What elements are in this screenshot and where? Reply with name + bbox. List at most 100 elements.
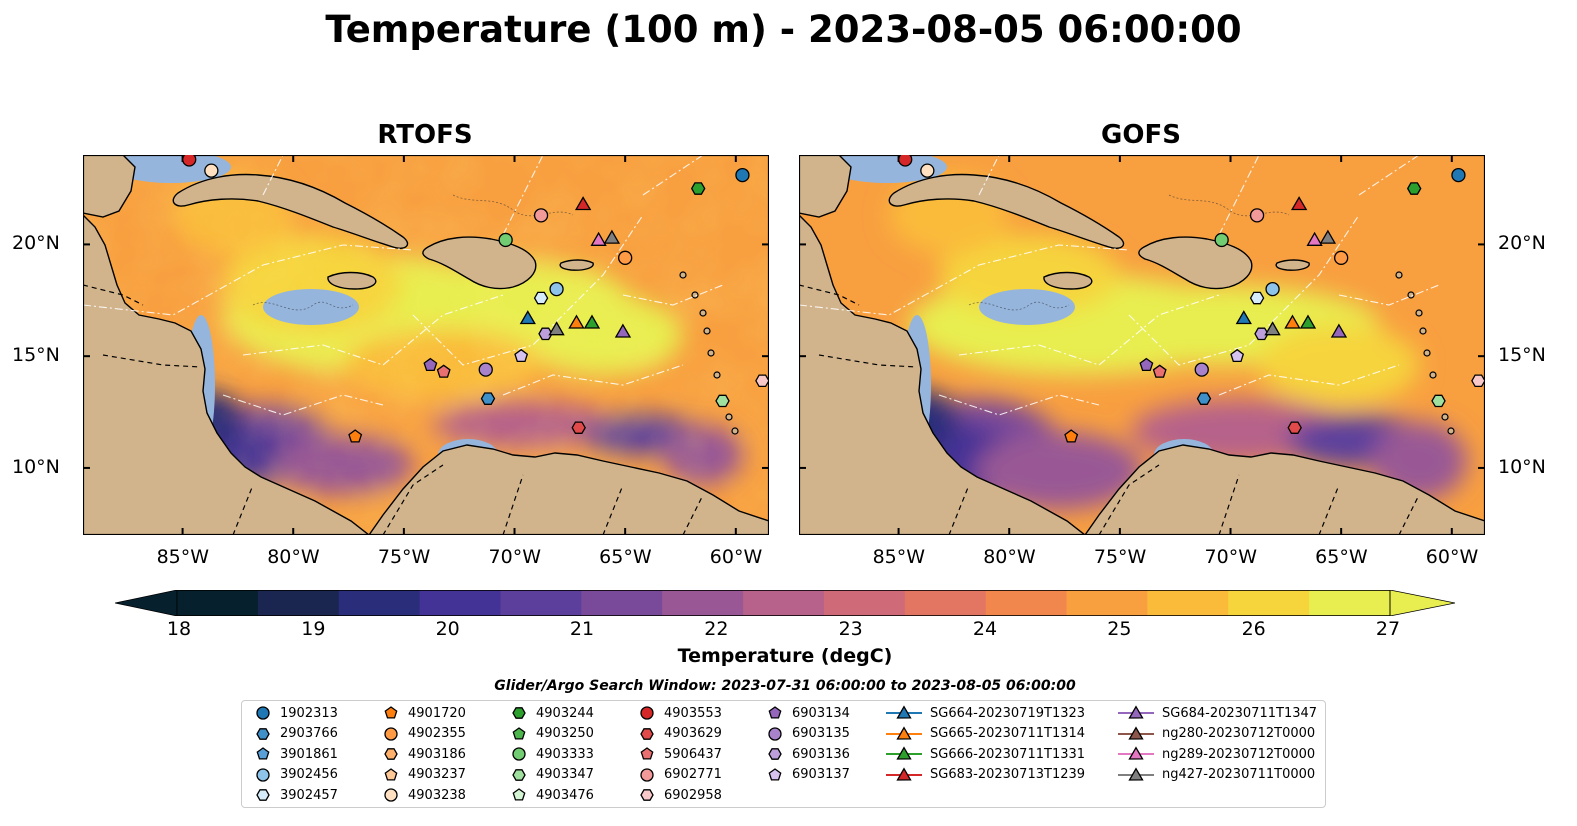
legend-item: 6903137 [766,765,850,785]
x-tick-label: 70°W [488,546,541,568]
observation-marker-5906437 [1152,364,1167,378]
y-tick-label-left: 10°N [12,455,60,478]
pentagon-marker-icon [384,767,398,781]
legend-item-label: 4903333 [536,746,594,762]
observation-marker-3902457 [1249,291,1265,305]
legend-item: 4903333 [510,744,594,764]
observation-marker-4903553 [898,155,913,167]
observation-marker-3902456 [549,281,564,297]
pentagon-marker-icon [512,788,526,801]
legend-item: 4901720 [382,703,466,723]
observation-marker-6903134 [1139,357,1154,372]
pentagon-marker-icon [640,747,654,760]
y-tick-label-right: 15°N [1498,344,1546,367]
y-tick-label-right: 10°N [1498,455,1546,478]
observation-marker-4903347 [715,394,730,408]
observation-marker-4901720 [1064,429,1079,443]
legend-item: 3902457 [254,785,338,805]
legend-item-label: SG684-20230711T1347 [1162,705,1318,721]
observation-marker-sg684-20230711t1347 [1330,323,1348,338]
colorbar-tick-label: 22 [704,618,729,640]
observation-marker-1902313 [735,167,750,183]
legend-item: 4903238 [382,785,466,805]
observation-marker-ng289-20230712t0000 [1306,231,1323,246]
observation-marker-4902355 [1334,250,1349,265]
x-tick-label: 70°W [1204,546,1257,568]
legend-item: 6902771 [638,765,722,785]
observation-marker-6903137 [1230,348,1245,363]
observation-marker-2903766 [480,392,496,405]
legend-item-label: 4903237 [408,767,466,782]
circle-marker-icon [256,767,270,782]
circle-marker-icon [512,747,526,761]
observation-marker-6903134 [423,357,438,372]
legend-item-label: 4902355 [408,726,466,741]
legend-item-label: ng427-20230711T0000 [1162,767,1316,782]
map-panel-gofs [799,155,1485,535]
x-tick-label: 60°W [1425,546,1479,568]
legend-item: 3902456 [254,765,338,785]
observation-marker-4903333 [498,232,513,248]
observation-marker-4903238 [204,163,219,178]
legend-item-label: 2903766 [280,726,338,741]
pentagon-marker-icon [512,726,526,740]
legend-item-label: 1902313 [280,705,338,721]
x-tick-label: 75°W [377,546,431,568]
observation-marker-6903136 [1254,327,1269,341]
legend-item: 6902958 [638,785,722,805]
legend-item-label: 4903238 [408,787,466,803]
legend-item: 5906437 [638,744,722,764]
observation-marker-4903333 [1214,232,1229,248]
panel-title-gofs: GOFS [1101,120,1181,150]
observation-marker-4903347 [1431,394,1446,408]
pentagon-marker-icon [768,706,782,719]
legend-item-label: 3901861 [280,746,338,762]
circle-marker-icon [256,706,270,720]
legend-item: SG684-20230711T1347 [1118,703,1317,723]
observation-marker-6903135 [478,362,493,377]
observation-marker-4903629 [1287,421,1302,434]
legend-item: SG666-20230711T1331 [886,744,1085,764]
legend-item-label: SG664-20230719T1323 [930,705,1086,721]
colorbar-tick-label: 21 [569,618,595,640]
legend-item-label: 6902771 [664,767,722,782]
legend-item-label: 4903186 [408,746,466,762]
observation-marker-sg665-20230711t1314 [1284,314,1301,329]
observation-marker-6903136 [538,327,553,341]
observation-marker-ng427-20230711t0000 [1264,321,1281,336]
x-tick-label: 60°W [709,546,763,568]
hexagon-marker-icon [256,789,270,801]
colorbar-tick-label: 26 [1241,618,1266,640]
x-tick-label: 80°W [983,546,1036,568]
colorbar-tick-label: 19 [301,618,326,640]
legend-item-label: 3902456 [280,767,338,782]
observation-marker-4903629 [571,421,586,434]
observation-marker-sg664-20230719t1323 [519,310,536,325]
hexagon-marker-icon [640,727,654,740]
observation-marker-ng427-20230711t0000 [1319,229,1337,244]
legend-item: 4903186 [382,744,466,764]
legend-item: 4903347 [510,765,594,785]
x-tick-label: 85°W [872,546,926,568]
legend-item: ng280-20230712T0000 [1118,724,1315,744]
legend-item-label: SG665-20230711T1314 [930,726,1086,741]
legend-item: 6903135 [766,724,850,744]
triangle-marker-icon [886,746,922,760]
legend-item: 4903476 [510,785,594,805]
legend-item-label: 4903476 [536,787,594,803]
colorbar-tick-label: 23 [838,618,863,640]
triangle-marker-icon [1118,746,1154,760]
colorbar-tick-label: 20 [435,618,460,640]
colorbar [115,590,1455,616]
observation-marker-3902456 [1265,281,1280,297]
map-panel-rtofs [83,155,769,535]
observation-marker-2903766 [1196,392,1212,405]
observation-marker-6902771 [533,208,549,223]
hexagon-marker-icon [768,748,782,760]
legend-item: 6903134 [766,703,850,723]
y-tick-label-left: 15°N [12,344,60,367]
x-tick-label: 75°W [1093,546,1147,568]
legend-item-label: 4903553 [664,705,722,721]
panel-title-rtofs: RTOFS [377,120,473,150]
x-tick-label: 80°W [267,546,320,568]
